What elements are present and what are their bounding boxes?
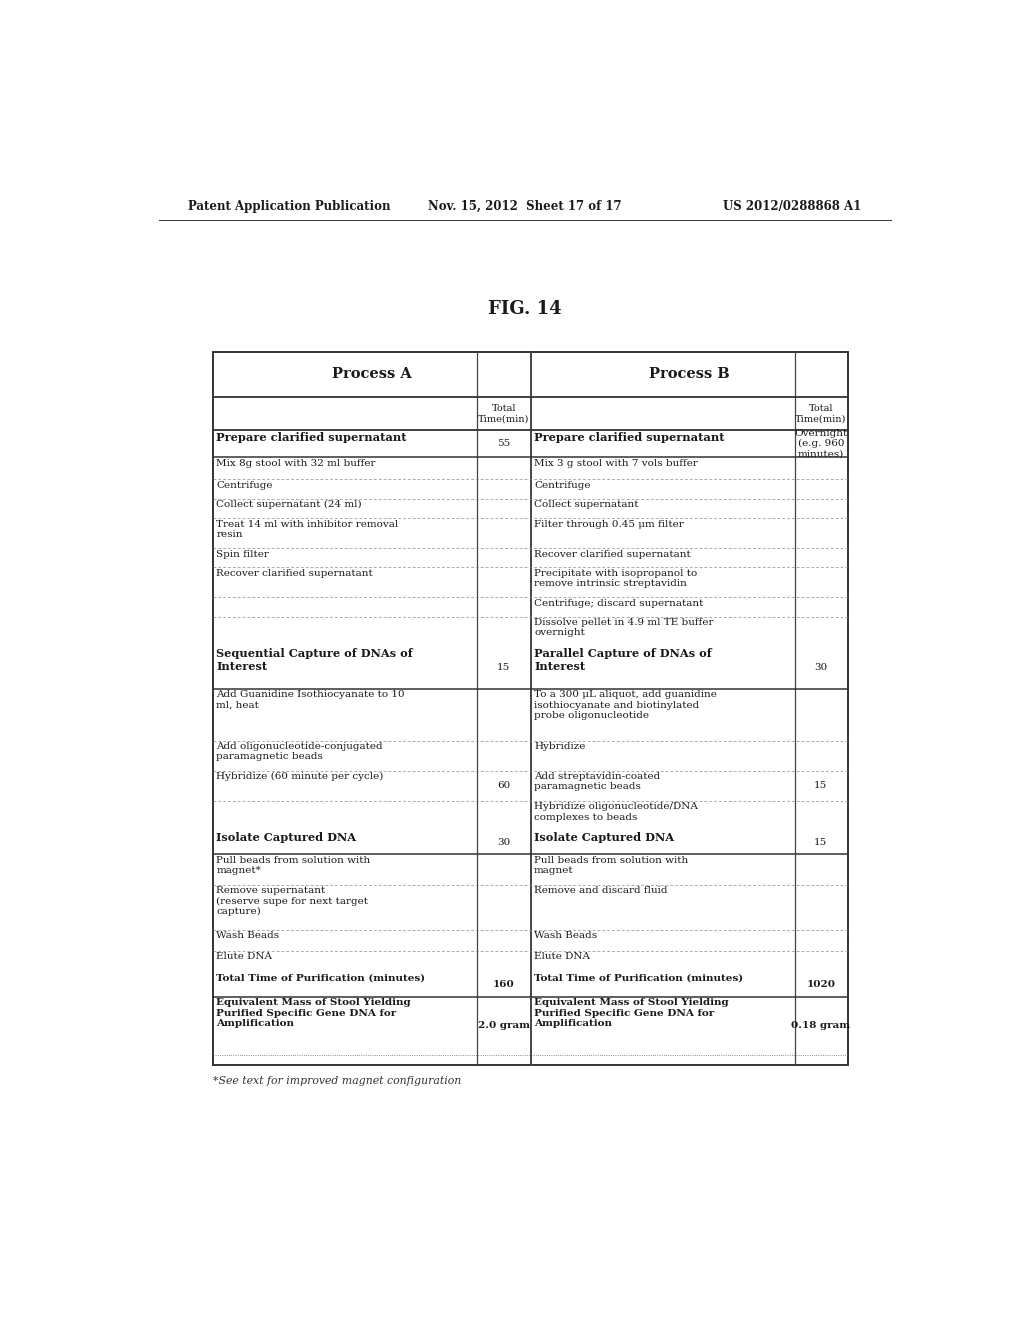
Text: Prepare clarified supernatant: Prepare clarified supernatant: [216, 432, 407, 442]
Text: Isolate Captured DNA: Isolate Captured DNA: [216, 832, 356, 843]
Text: Equivalent Mass of Stool Yielding
Purified Specific Gene DNA for
Amplification: Equivalent Mass of Stool Yielding Purifi…: [535, 998, 729, 1028]
Text: Hybridize: Hybridize: [535, 742, 586, 751]
Text: Patent Application Publication: Patent Application Publication: [188, 199, 391, 213]
Text: 30: 30: [814, 663, 827, 672]
Text: Total Time of Purification (minutes): Total Time of Purification (minutes): [216, 973, 426, 982]
Text: Parallel Capture of DNAs of
Interest: Parallel Capture of DNAs of Interest: [535, 648, 712, 672]
Text: Equivalent Mass of Stool Yielding
Purified Specific Gene DNA for
Amplification: Equivalent Mass of Stool Yielding Purifi…: [216, 998, 411, 1028]
Text: 60: 60: [498, 781, 511, 791]
Text: Process A: Process A: [332, 367, 412, 381]
Text: Isolate Captured DNA: Isolate Captured DNA: [535, 832, 674, 843]
Text: Mix 3 g stool with 7 vols buffer: Mix 3 g stool with 7 vols buffer: [535, 459, 698, 467]
Text: Add Guanidine Isothiocyanate to 10
ml, heat: Add Guanidine Isothiocyanate to 10 ml, h…: [216, 690, 404, 710]
Text: 160: 160: [493, 979, 515, 989]
Text: Recover clarified supernatant: Recover clarified supernatant: [535, 549, 691, 558]
Text: 15: 15: [498, 663, 511, 672]
Text: 2.0 gram: 2.0 gram: [478, 1022, 529, 1031]
Text: Hybridize (60 minute per cycle): Hybridize (60 minute per cycle): [216, 772, 384, 781]
Text: Total
Time(min): Total Time(min): [478, 404, 529, 424]
Text: 55: 55: [498, 440, 511, 449]
Bar: [213, 351, 848, 1065]
Text: Wash Beads: Wash Beads: [216, 932, 280, 940]
Text: Total Time of Purification (minutes): Total Time of Purification (minutes): [535, 973, 743, 982]
Text: Nov. 15, 2012  Sheet 17 of 17: Nov. 15, 2012 Sheet 17 of 17: [428, 199, 622, 213]
Text: Filter through 0.45 μm filter: Filter through 0.45 μm filter: [535, 520, 684, 528]
Text: Spin filter: Spin filter: [216, 549, 269, 558]
Text: Wash Beads: Wash Beads: [535, 932, 597, 940]
Text: 0.18 gram: 0.18 gram: [792, 1022, 850, 1031]
Text: Process B: Process B: [649, 367, 729, 381]
Text: 15: 15: [814, 838, 827, 847]
Text: Elute DNA: Elute DNA: [535, 952, 590, 961]
Text: Centrifuge: Centrifuge: [535, 480, 591, 490]
Text: Remove and discard fluid: Remove and discard fluid: [535, 886, 668, 895]
Text: Remove supernatant
(reserve supe for next target
capture): Remove supernatant (reserve supe for nex…: [216, 886, 369, 916]
Text: Total
Time(min): Total Time(min): [796, 404, 847, 424]
Text: Hybridize oligonucleotide/DNA
complexes to beads: Hybridize oligonucleotide/DNA complexes …: [535, 803, 698, 821]
Text: Treat 14 ml with inhibitor removal
resin: Treat 14 ml with inhibitor removal resin: [216, 520, 398, 539]
Text: 15: 15: [814, 781, 827, 791]
Text: *See text for improved magnet configuration: *See text for improved magnet configurat…: [213, 1076, 462, 1086]
Text: FIG. 14: FIG. 14: [488, 300, 561, 318]
Text: To a 300 μL aliquot, add guanidine
isothiocyanate and biotinylated
probe oligonu: To a 300 μL aliquot, add guanidine isoth…: [535, 690, 717, 721]
Text: Recover clarified supernatant: Recover clarified supernatant: [216, 569, 373, 578]
Text: Prepare clarified supernatant: Prepare clarified supernatant: [535, 432, 725, 442]
Text: Add streptavidin-coated
paramagnetic beads: Add streptavidin-coated paramagnetic bea…: [535, 772, 660, 792]
Text: Elute DNA: Elute DNA: [216, 952, 272, 961]
Text: Add oligonucleotide-conjugated
paramagnetic beads: Add oligonucleotide-conjugated paramagne…: [216, 742, 383, 762]
Text: Collect supernatant (24 ml): Collect supernatant (24 ml): [216, 500, 361, 510]
Text: 30: 30: [498, 838, 511, 847]
Text: Mix 8g stool with 32 ml buffer: Mix 8g stool with 32 ml buffer: [216, 459, 376, 467]
Text: Centrifuge: Centrifuge: [216, 480, 272, 490]
Text: US 2012/0288868 A1: US 2012/0288868 A1: [723, 199, 861, 213]
Text: Dissolve pellet in 4.9 ml TE buffer
overnight: Dissolve pellet in 4.9 ml TE buffer over…: [535, 618, 714, 638]
Text: Precipitate with isopropanol to
remove intrinsic streptavidin: Precipitate with isopropanol to remove i…: [535, 569, 697, 589]
Text: Centrifuge; discard supernatant: Centrifuge; discard supernatant: [535, 599, 703, 607]
Text: Collect supernatant: Collect supernatant: [535, 500, 639, 510]
Text: Overnight
(e.g. 960
minutes): Overnight (e.g. 960 minutes): [795, 429, 848, 458]
Text: Sequential Capture of DNAs of
Interest: Sequential Capture of DNAs of Interest: [216, 648, 413, 672]
Text: 1020: 1020: [806, 979, 836, 989]
Text: Pull beads from solution with
magnet: Pull beads from solution with magnet: [535, 857, 688, 875]
Text: Pull beads from solution with
magnet*: Pull beads from solution with magnet*: [216, 857, 371, 875]
